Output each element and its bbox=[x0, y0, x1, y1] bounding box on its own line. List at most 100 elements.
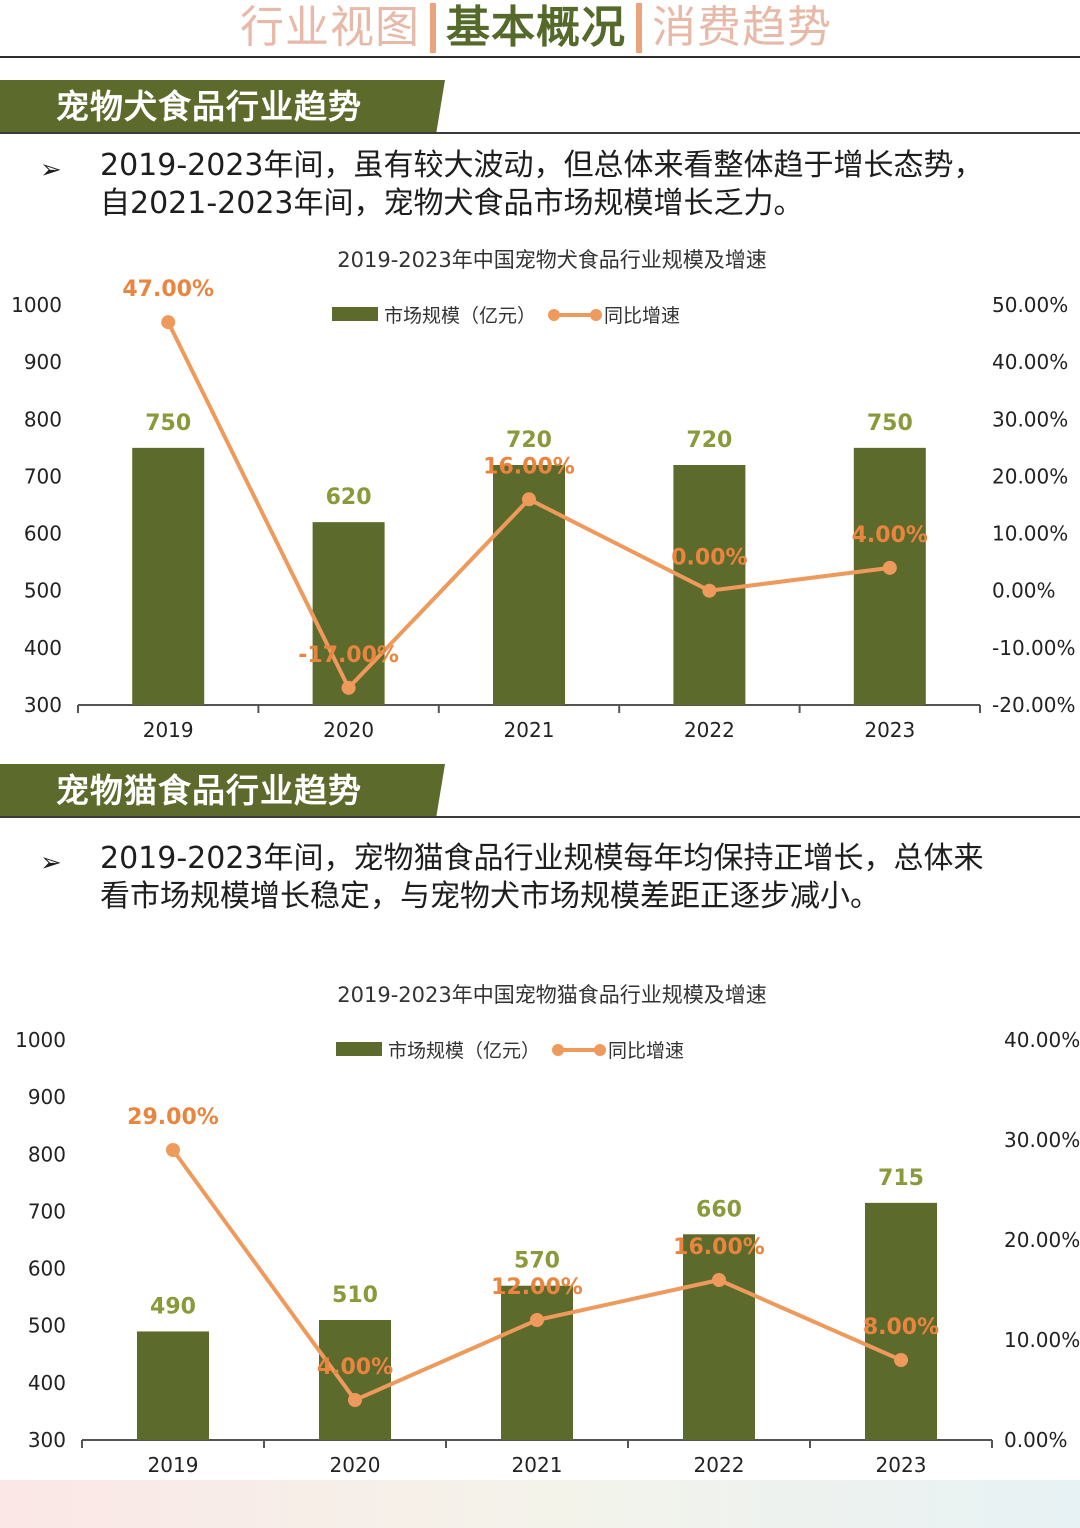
tab-separator bbox=[636, 3, 642, 53]
x-tick-label: 2021 bbox=[512, 1453, 563, 1477]
growth-rate-point bbox=[522, 492, 536, 507]
growth-rate-point bbox=[894, 1353, 908, 1367]
y-left-tick-label: 700 bbox=[28, 1199, 66, 1223]
bar-value-label: 570 bbox=[514, 1249, 560, 1274]
growth-rate-point bbox=[341, 680, 356, 695]
y-right-tick-label: -20.00% bbox=[992, 693, 1075, 717]
legend-bar-swatch bbox=[336, 1042, 382, 1056]
y-right-tick-label: 40.00% bbox=[992, 350, 1068, 374]
bar-value-label: 510 bbox=[332, 1283, 378, 1308]
bar bbox=[312, 522, 385, 705]
section-underline bbox=[0, 132, 1080, 134]
bar-value-label: 490 bbox=[150, 1294, 196, 1319]
y-right-tick-label: 20.00% bbox=[992, 464, 1068, 488]
bullet-text-dog: 2019-2023年间，虽有较大波动，但总体来看整体趋于增长态势， 自2021-… bbox=[100, 147, 1040, 223]
y-left-tick-label: 300 bbox=[28, 1428, 66, 1452]
bar bbox=[865, 1202, 937, 1440]
bar-value-label: 660 bbox=[696, 1197, 742, 1222]
y-left-tick-label: 1000 bbox=[15, 1028, 66, 1052]
growth-rate-label: -17.00% bbox=[298, 643, 399, 668]
bar bbox=[683, 1234, 755, 1440]
x-tick-label: 2020 bbox=[330, 1453, 381, 1477]
bullet-text-cat: 2019-2023年间，宠物猫食品行业规模每年均保持正增长，总体来 看市场规模增… bbox=[100, 840, 1040, 916]
y-left-tick-label: 400 bbox=[28, 1371, 66, 1395]
x-tick-label: 2019 bbox=[148, 1453, 199, 1477]
bar bbox=[137, 1331, 209, 1440]
tab-industry-view[interactable]: 行业视图 bbox=[240, 2, 420, 53]
growth-rate-point bbox=[348, 1393, 362, 1407]
growth-rate-label: 29.00% bbox=[127, 1105, 219, 1130]
bar-value-label: 750 bbox=[145, 411, 191, 436]
y-right-tick-label: 40.00% bbox=[1004, 1028, 1080, 1052]
growth-rate-point bbox=[530, 1313, 544, 1327]
growth-rate-label: 4.00% bbox=[852, 523, 928, 548]
y-right-tick-label: 10.00% bbox=[1004, 1328, 1080, 1352]
bar-value-label: 620 bbox=[326, 485, 372, 510]
y-left-tick-label: 800 bbox=[28, 1142, 66, 1166]
tab-basic-overview[interactable]: 基本概况 bbox=[446, 2, 626, 53]
bar-value-label: 720 bbox=[686, 428, 732, 453]
header-divider bbox=[0, 56, 1080, 58]
section-banner-dog: 宠物犬食品行业趋势 bbox=[0, 80, 445, 134]
tab-separator bbox=[430, 3, 436, 53]
nav-tabs: 行业视图 基本概况 消费趋势 bbox=[240, 2, 832, 54]
y-right-tick-label: 10.00% bbox=[992, 522, 1068, 546]
x-tick-label: 2023 bbox=[864, 718, 915, 742]
growth-rate-label: 47.00% bbox=[122, 277, 214, 302]
y-left-tick-label: 400 bbox=[24, 636, 62, 660]
growth-rate-point bbox=[161, 315, 176, 330]
bullet-line: 看市场规模增长稳定，与宠物犬市场规模差距正逐步减小。 bbox=[100, 879, 880, 914]
bar-value-label: 750 bbox=[867, 411, 913, 436]
legend-line-marker bbox=[594, 1044, 606, 1056]
chart-title: 2019-2023年中国宠物犬食品行业规模及增速 bbox=[337, 248, 766, 272]
legend-line-label: 同比增速 bbox=[604, 305, 680, 327]
x-tick-label: 2022 bbox=[694, 1453, 745, 1477]
bar bbox=[132, 447, 205, 705]
y-left-tick-label: 1000 bbox=[11, 293, 62, 317]
bar bbox=[501, 1285, 573, 1440]
bullet-arrow-icon: ➢ bbox=[40, 155, 62, 185]
growth-rate-label: 12.00% bbox=[491, 1275, 583, 1300]
growth-rate-point bbox=[166, 1143, 180, 1157]
section-title-cat: 宠物猫食品行业趋势 bbox=[56, 771, 362, 810]
legend-line-marker bbox=[552, 1044, 564, 1056]
growth-rate-label: 16.00% bbox=[673, 1235, 765, 1260]
legend-bar-label: 市场规模（亿元） bbox=[384, 305, 536, 327]
bar-value-label: 715 bbox=[878, 1166, 924, 1191]
tab-consumption-trend[interactable]: 消费趋势 bbox=[652, 2, 832, 53]
bullet-line: 2019-2023年间，虽有较大波动，但总体来看整体趋于增长态势， bbox=[100, 148, 984, 183]
y-left-tick-label: 700 bbox=[24, 464, 62, 488]
y-right-tick-label: 0.00% bbox=[992, 579, 1056, 603]
y-right-tick-label: 50.00% bbox=[992, 293, 1068, 317]
y-right-tick-label: 30.00% bbox=[992, 407, 1068, 431]
x-tick-label: 2020 bbox=[323, 718, 374, 742]
y-right-tick-label: 30.00% bbox=[1004, 1128, 1080, 1152]
y-left-tick-label: 500 bbox=[28, 1314, 66, 1338]
y-right-tick-label: 20.00% bbox=[1004, 1228, 1080, 1252]
y-left-tick-label: 600 bbox=[24, 522, 62, 546]
legend-bar-label: 市场规模（亿元） bbox=[388, 1040, 540, 1062]
y-left-tick-label: 800 bbox=[24, 407, 62, 431]
y-left-tick-label: 600 bbox=[28, 1257, 66, 1281]
chart-title: 2019-2023年中国宠物猫食品行业规模及增速 bbox=[337, 983, 766, 1007]
legend-line-marker bbox=[590, 309, 602, 321]
y-left-tick-label: 500 bbox=[24, 579, 62, 603]
legend-bar-swatch bbox=[332, 307, 378, 321]
section-banner-cat: 宠物猫食品行业趋势 bbox=[0, 764, 445, 818]
growth-rate-label: 4.00% bbox=[317, 1355, 393, 1380]
legend-line-label: 同比增速 bbox=[608, 1040, 684, 1062]
bullet-line: 2019-2023年间，宠物猫食品行业规模每年均保持正增长，总体来 bbox=[100, 841, 984, 876]
growth-rate-point bbox=[702, 583, 717, 598]
y-right-tick-label: 0.00% bbox=[1004, 1428, 1068, 1452]
y-left-tick-label: 900 bbox=[28, 1085, 66, 1109]
top-navigation: 行业视图 基本概况 消费趋势 bbox=[0, 0, 1080, 56]
x-tick-label: 2019 bbox=[143, 718, 194, 742]
bar-value-label: 720 bbox=[506, 428, 552, 453]
growth-rate-point bbox=[882, 560, 897, 575]
growth-rate-point bbox=[712, 1273, 726, 1287]
bullet-arrow-icon: ➢ bbox=[40, 848, 62, 878]
bar bbox=[853, 447, 926, 705]
x-tick-label: 2021 bbox=[504, 718, 555, 742]
